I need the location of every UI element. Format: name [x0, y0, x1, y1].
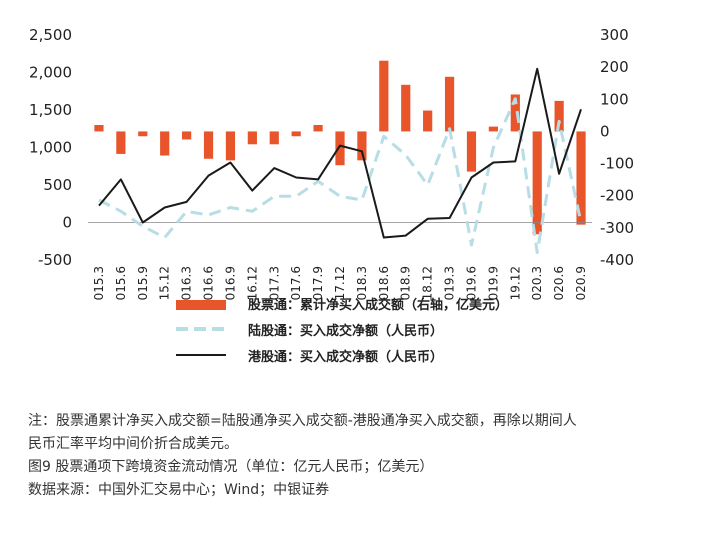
left-tick-label: 2,500	[29, 26, 72, 44]
notes-block: 注：股票通累计净买入成交额=陆股通净买入成交额-港股通净买入成交额，再除以期间人…	[28, 410, 688, 502]
bar-2019.9	[488, 126, 498, 132]
x-tick-label: 2016.6	[202, 266, 216, 300]
data-source: 数据来源：中国外汇交易中心；Wind；中银证券	[28, 482, 330, 498]
x-tick-label: 2019.12	[508, 266, 522, 300]
right-tick-label: -100	[600, 155, 634, 173]
x-tick-label: 2017.3	[267, 266, 281, 300]
x-tick-label: 2019.3	[443, 266, 457, 300]
left-tick-label: 1,000	[29, 139, 72, 157]
legend-label-bar: 股票通：累计净买入成交额（右轴，亿美元）	[248, 298, 509, 313]
line-series	[98, 67, 583, 254]
x-tick-label: 2016.3	[180, 266, 194, 300]
x-tick-label: 2018.12	[421, 266, 435, 300]
bar-2020.3	[532, 131, 542, 235]
bar-2016.3	[182, 131, 192, 140]
bar-2016.9	[225, 131, 236, 161]
x-tick-label: 2020.3	[530, 266, 544, 300]
left-tick-label: 1,500	[29, 101, 72, 119]
right-tick-label: 200	[600, 58, 629, 76]
note-line-1: 注：股票通累计净买入成交额=陆股通净买入成交额-港股通净买入成交额，再除以期间人	[28, 413, 577, 429]
x-tick-label: 2015.3	[92, 266, 106, 300]
series-line-1	[98, 97, 583, 254]
x-tick-label: 2015.6	[114, 266, 128, 300]
x-tick-label: 2019.9	[486, 266, 500, 300]
x-tick-label: 2018.9	[399, 266, 413, 300]
legend-label-dashed-line: 陆股通：买入成交净额（人民币）	[248, 324, 444, 339]
x-tick-label: 2020.6	[552, 266, 566, 300]
bar-2015.6	[116, 131, 126, 154]
bar-2018.12	[423, 110, 433, 132]
x-axis-ticks: 2015.3 2015.6 2015.9 2015.12 2016.3 2016.6 201…	[92, 266, 588, 300]
right-tick-label: -200	[600, 187, 634, 205]
x-tick-label: 2016.9	[223, 266, 237, 300]
bar-2017.9	[313, 125, 323, 132]
x-tick-label: 2016.12	[245, 266, 259, 300]
bar-2017.6	[291, 131, 301, 137]
bar-2017.3	[269, 131, 279, 145]
series-line-2	[98, 67, 582, 239]
right-tick-label: 300	[600, 26, 629, 44]
x-tick-label: 2015.9	[136, 266, 150, 300]
x-tick-label: 2018.3	[355, 266, 369, 300]
x-tick-label: 2020.9	[574, 266, 588, 300]
left-tick-label: 500	[43, 176, 72, 194]
bar-2016.12	[247, 131, 257, 145]
note-line-2: 民币汇率平均中间价折合成美元。	[28, 436, 238, 452]
bar-2017.12	[335, 131, 345, 166]
x-tick-label: 2017.6	[289, 266, 303, 300]
bar-2015.12	[160, 131, 170, 156]
right-axis-ticks: 300 200 100 0 -100 -200 -300 -400	[600, 26, 634, 269]
x-tick-label: 2017.12	[333, 266, 347, 300]
figure-title: 图9 股票通项下跨境资金流动情况（单位：亿元人民币；亿美元）	[28, 459, 434, 475]
bar-series-stock-connect	[94, 60, 586, 235]
right-tick-label: -400	[600, 251, 634, 269]
legend-swatch-solid-line	[176, 354, 226, 356]
legend-label-solid-line: 港股通：买入成交净额（人民币）	[248, 350, 444, 365]
x-tick-label: 2019.6	[464, 266, 478, 300]
bar-2018.3	[357, 131, 367, 161]
x-tick-label: 2017.9	[311, 266, 325, 300]
bar-2020.6	[554, 100, 564, 132]
right-tick-label: 100	[600, 90, 629, 108]
bar-2015.9	[138, 131, 148, 137]
legend-swatch-dashed-line	[176, 327, 226, 331]
left-tick-label: 2,000	[29, 64, 72, 82]
chart-area: 2,500 2,000 1,500 1,000 500 0 -500 300 200 100 0 -…	[29, 26, 634, 300]
legend-swatch-bar	[176, 300, 226, 310]
bar-2019.6	[466, 131, 477, 172]
bar-2015.3	[94, 125, 104, 132]
left-tick-label: -500	[38, 251, 72, 269]
bar-2019.12	[510, 94, 520, 132]
bar-2019.3	[444, 76, 455, 132]
left-axis-ticks: 2,500 2,000 1,500 1,000 500 0 -500	[29, 26, 72, 269]
bar-2018.9	[401, 84, 411, 132]
bar-2018.6	[379, 60, 389, 132]
right-tick-label: -300	[600, 219, 634, 237]
bar-2016.6	[203, 131, 214, 159]
bar-2020.9	[576, 131, 586, 225]
x-tick-label: 2015.12	[158, 266, 172, 300]
left-tick-label: 0	[62, 214, 72, 232]
x-tick-label: 2018.6	[377, 266, 391, 300]
right-tick-label: 0	[600, 122, 610, 140]
